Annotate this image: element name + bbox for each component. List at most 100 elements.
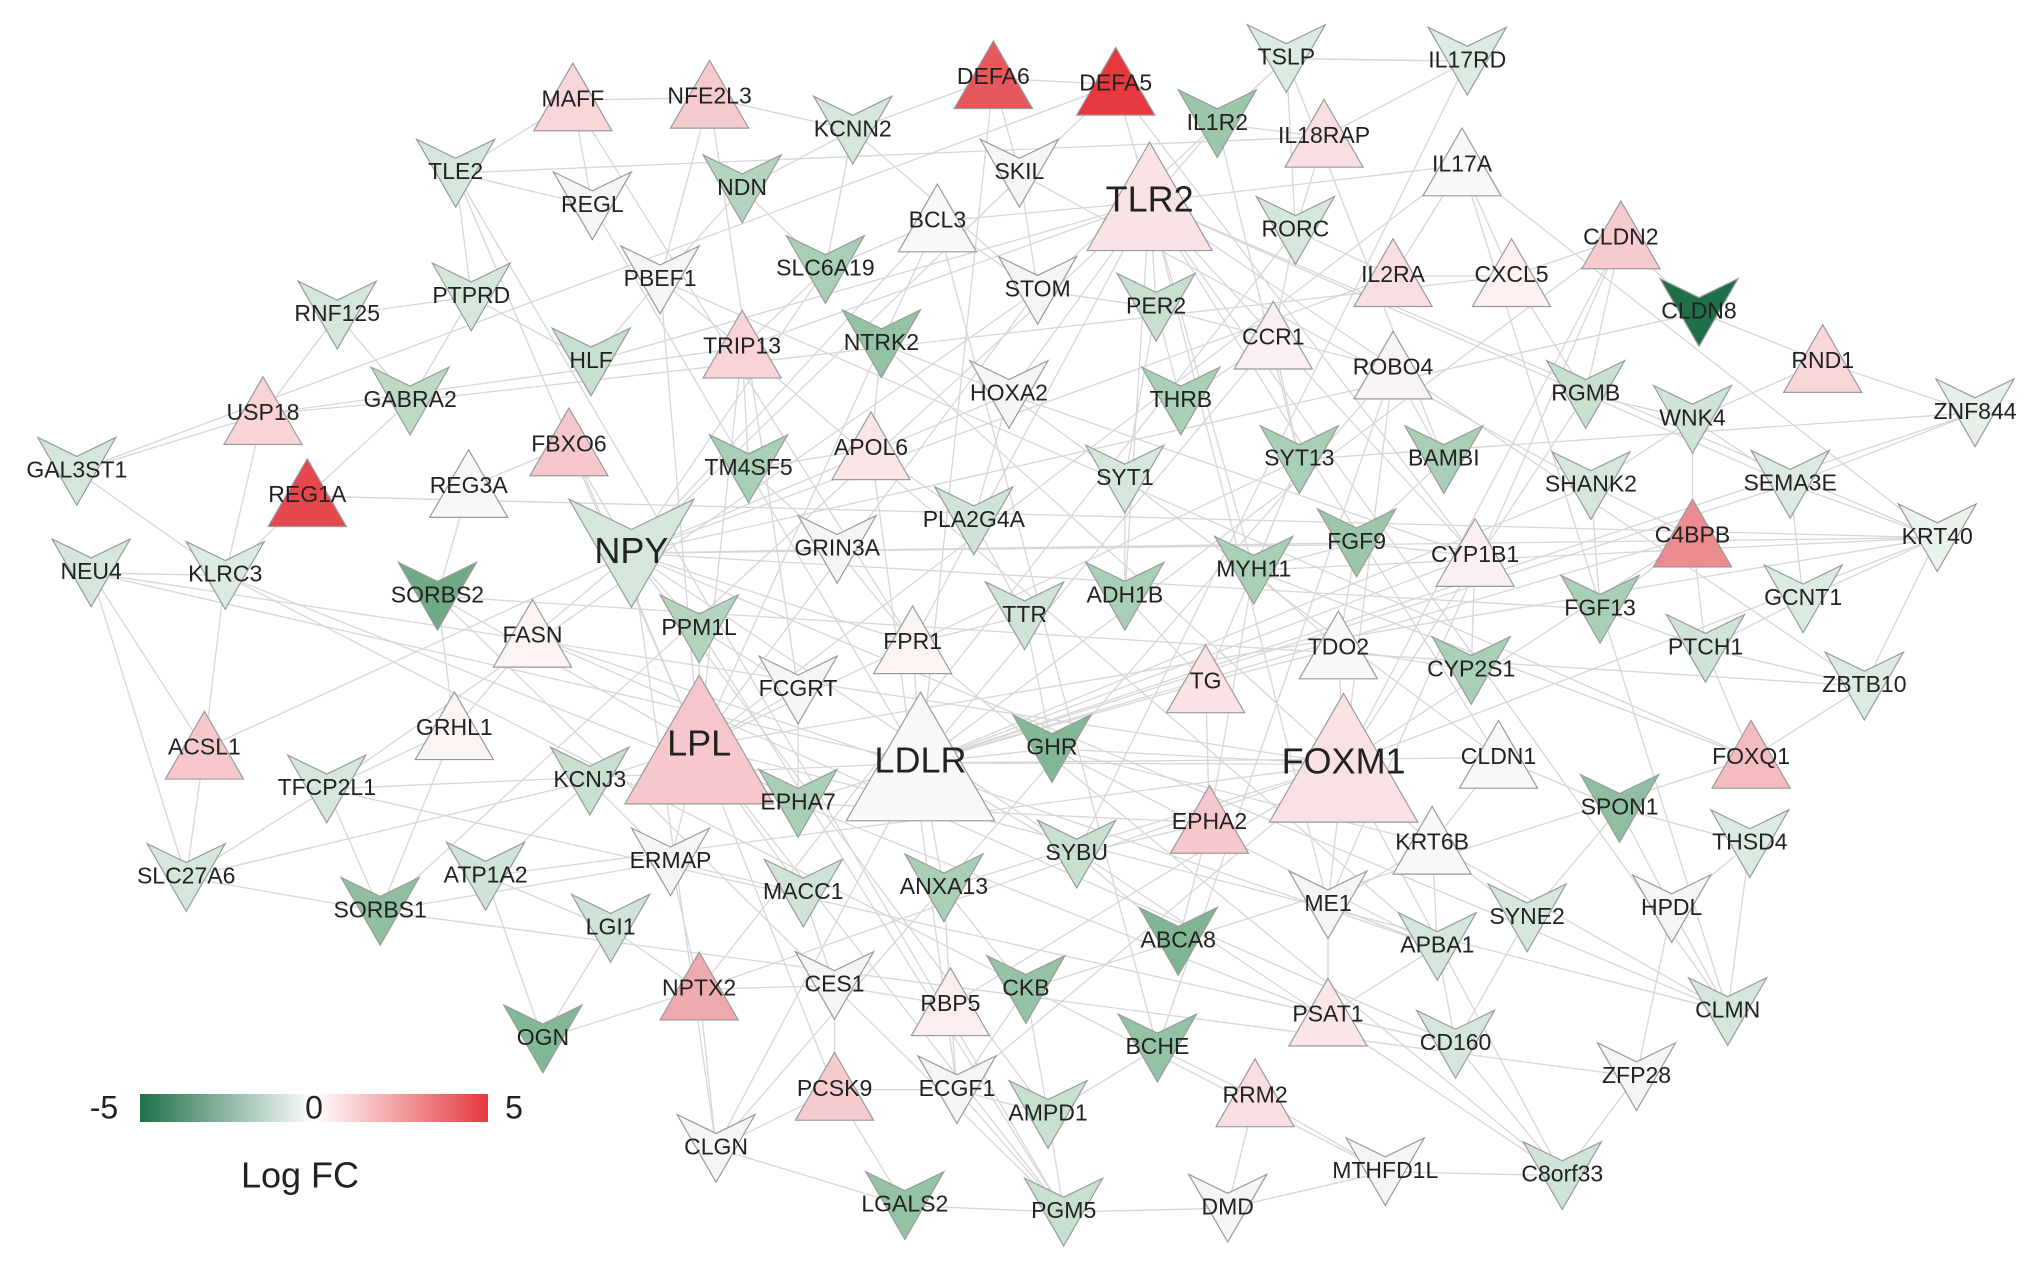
node-label: SORBS2 <box>391 581 484 607</box>
node-label: AMPD1 <box>1008 1100 1087 1126</box>
node-triangle <box>1392 805 1473 875</box>
node-label: BCL3 <box>909 206 967 232</box>
node-v <box>50 537 132 608</box>
node-triangle <box>1075 46 1156 116</box>
node-v <box>1258 424 1340 495</box>
node-label: SYBU <box>1045 839 1108 865</box>
node-v <box>903 852 985 923</box>
node-triangle <box>267 457 348 528</box>
node-label: SEMA3E <box>1743 469 1836 495</box>
edge <box>631 552 913 644</box>
edge <box>630 220 938 554</box>
node-v <box>1011 713 1093 784</box>
edge <box>1253 569 1752 759</box>
edge <box>880 343 1345 765</box>
edge <box>1343 763 1563 1176</box>
edge <box>631 311 1700 554</box>
node-label: NEU4 <box>60 558 122 584</box>
node-v <box>1651 383 1734 455</box>
node-v <box>1664 613 1747 684</box>
edge <box>699 984 835 991</box>
edge <box>455 172 1065 1213</box>
edge <box>1789 412 1976 485</box>
node-label: CYP2S1 <box>1427 656 1515 682</box>
edge <box>437 595 1865 687</box>
edge <box>943 763 1344 889</box>
node-v <box>933 485 1015 556</box>
node-label: CKB <box>1002 975 1049 1001</box>
node-v <box>1396 911 1478 982</box>
node-v <box>570 893 652 964</box>
node-v <box>812 94 894 166</box>
edge <box>715 762 922 1149</box>
node-label: IL2RA <box>1361 261 1426 287</box>
node-v <box>1036 818 1118 890</box>
node-label: RORC <box>1262 216 1330 242</box>
node-v <box>1254 195 1336 266</box>
edge <box>631 393 1010 554</box>
node-label: GCNT1 <box>1764 584 1842 610</box>
node-v <box>550 326 632 397</box>
node-triangle <box>1233 300 1314 370</box>
node-v <box>1287 869 1369 940</box>
node-v <box>415 137 497 209</box>
node-triangle <box>528 406 610 477</box>
node-label: MTHFD1L <box>1332 1157 1438 1183</box>
edge <box>186 780 590 879</box>
edge <box>1124 478 1499 759</box>
edge <box>1705 647 1865 687</box>
legend-tick-label: -5 <box>90 1089 118 1125</box>
node-v <box>1176 88 1258 159</box>
node-label: HPDL <box>1641 894 1703 920</box>
edge <box>90 572 205 749</box>
node-triangle <box>1782 323 1863 393</box>
node-v <box>567 497 696 609</box>
node-triangle <box>897 182 978 253</box>
node-v <box>1631 873 1713 944</box>
node-v <box>1344 1136 1426 1207</box>
edge <box>1342 368 1394 765</box>
node-label: IL17RD <box>1428 46 1506 72</box>
edge <box>262 346 743 415</box>
node-label: PPM1L <box>661 614 737 640</box>
node-v <box>1137 906 1219 977</box>
edge <box>90 572 187 878</box>
node-v <box>1559 574 1641 645</box>
node-label: SYT13 <box>1264 445 1334 471</box>
edge <box>698 164 1463 747</box>
node-label: RND1 <box>1791 347 1854 373</box>
node-v <box>985 954 1067 1025</box>
node-label: FGF9 <box>1327 528 1386 554</box>
node-v <box>1084 561 1166 632</box>
edge <box>1149 201 1500 759</box>
edge <box>337 296 472 316</box>
node-v <box>1823 650 1905 722</box>
edge <box>1431 843 1728 1013</box>
node-triangle <box>428 448 509 518</box>
node-label: CLDN1 <box>1461 743 1536 769</box>
node-label: RBP5 <box>920 990 980 1016</box>
node-v <box>1896 502 1978 573</box>
node-v <box>1414 1008 1497 1080</box>
node-triangle <box>701 309 783 379</box>
node-v <box>1007 1079 1089 1150</box>
node-v <box>369 365 451 437</box>
edge <box>659 279 1752 759</box>
node-label: TTR <box>1002 601 1047 627</box>
node-label: TSLP <box>1258 44 1316 70</box>
node-label: MACC1 <box>763 878 844 904</box>
node-v <box>796 514 878 585</box>
node-v <box>757 654 839 726</box>
edge <box>912 642 1563 1177</box>
edge <box>631 552 1728 1013</box>
node-v <box>1709 808 1791 879</box>
legend-tick-label: 5 <box>505 1089 523 1125</box>
node-label: BAMBI <box>1408 445 1480 471</box>
node-triangle <box>953 39 1034 110</box>
node-label: RRM2 <box>1222 1081 1287 1107</box>
node-triangle <box>1352 330 1434 400</box>
node-label: GAL3ST1 <box>26 456 127 482</box>
node-label: SLC6A19 <box>776 255 874 281</box>
node-label: PCSK9 <box>797 1075 872 1101</box>
